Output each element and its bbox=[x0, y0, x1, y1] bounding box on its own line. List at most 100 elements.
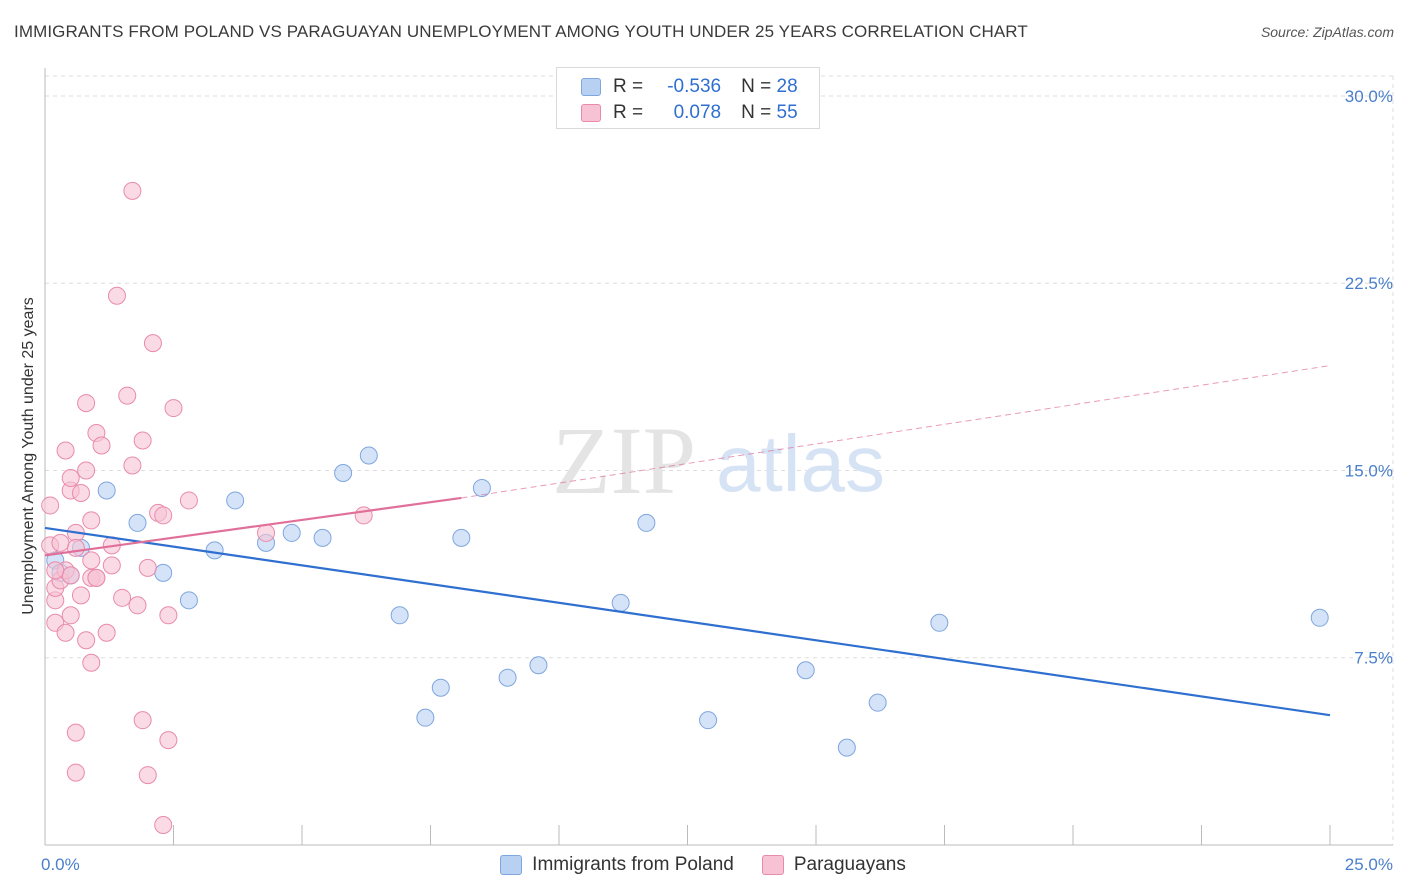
point-poland bbox=[529, 656, 548, 675]
legend-row-paraguayans: R = 0.078 N = 55 bbox=[581, 100, 798, 126]
point-paraguayans bbox=[179, 491, 198, 510]
point-paraguayans bbox=[56, 441, 75, 460]
legend-n-label: N = bbox=[741, 76, 772, 97]
point-paraguayans bbox=[154, 506, 173, 525]
point-poland bbox=[498, 668, 517, 687]
point-poland bbox=[868, 693, 887, 712]
point-paraguayans bbox=[61, 606, 80, 625]
point-poland bbox=[431, 678, 450, 697]
point-poland bbox=[637, 513, 656, 532]
point-paraguayans bbox=[102, 556, 121, 575]
point-poland bbox=[313, 528, 332, 547]
point-paraguayans bbox=[66, 538, 85, 557]
chart-title: IMMIGRANTS FROM POLAND VS PARAGUAYAN UNE… bbox=[14, 22, 1028, 41]
legend-r-value: 0.078 bbox=[673, 102, 722, 123]
point-poland bbox=[282, 523, 301, 542]
point-poland bbox=[97, 481, 116, 500]
point-poland bbox=[128, 513, 147, 532]
point-poland bbox=[154, 563, 173, 582]
point-poland bbox=[699, 711, 718, 730]
point-paraguayans bbox=[133, 711, 152, 730]
point-paraguayans bbox=[159, 606, 178, 625]
legend-item-paraguayans[interactable]: Paraguayans bbox=[761, 854, 906, 876]
point-paraguayans bbox=[257, 523, 276, 542]
point-paraguayans bbox=[56, 623, 75, 642]
point-paraguayans bbox=[66, 723, 85, 742]
point-paraguayans bbox=[77, 394, 96, 413]
point-paraguayans bbox=[92, 436, 111, 455]
point-paraguayans bbox=[46, 561, 65, 580]
point-paraguayans bbox=[354, 506, 373, 525]
point-poland bbox=[205, 541, 224, 560]
point-poland bbox=[390, 606, 409, 625]
tick-labels: 7.5% 15.0% 22.5% 30.0% 0.0% 25.0% bbox=[41, 87, 1393, 874]
x-tick-label-min: 0.0% bbox=[41, 855, 80, 874]
point-paraguayans bbox=[159, 731, 178, 750]
axes bbox=[44, 68, 1393, 846]
point-poland bbox=[452, 528, 471, 547]
point-poland bbox=[472, 478, 491, 497]
point-paraguayans bbox=[164, 399, 183, 418]
y-axis-title: Unemployment Among Youth under 25 years bbox=[20, 297, 37, 615]
point-paraguayans bbox=[82, 551, 101, 570]
watermark: ZIP atlas bbox=[552, 407, 885, 514]
legend-swatch-pink bbox=[761, 855, 784, 875]
point-poland bbox=[226, 491, 245, 510]
point-poland bbox=[334, 463, 353, 482]
x-tick-label-max: 25.0% bbox=[1345, 855, 1393, 874]
point-paraguayans bbox=[123, 181, 142, 200]
legend-swatch-pink bbox=[581, 104, 601, 122]
point-paraguayans bbox=[61, 468, 80, 487]
point-paraguayans bbox=[138, 558, 157, 577]
legend-swatch-blue bbox=[500, 855, 523, 875]
point-paraguayans bbox=[97, 623, 116, 642]
legend-r-label: R = bbox=[613, 76, 644, 97]
point-paraguayans bbox=[66, 763, 85, 782]
point-poland bbox=[179, 591, 198, 610]
point-paraguayans bbox=[113, 588, 132, 607]
point-paraguayans bbox=[128, 596, 147, 615]
trend-extension-paraguayans bbox=[461, 365, 1331, 499]
legend-label-paraguayans: Paraguayans bbox=[793, 854, 906, 875]
point-poland bbox=[359, 446, 378, 465]
point-paraguayans bbox=[82, 653, 101, 672]
source-label: Source: ZipAtlas.com bbox=[1260, 24, 1394, 40]
point-paraguayans bbox=[123, 456, 142, 475]
point-paraguayans bbox=[107, 286, 126, 305]
point-paraguayans bbox=[77, 631, 96, 650]
data-points bbox=[41, 181, 1329, 835]
point-paraguayans bbox=[133, 431, 152, 450]
trend-lines bbox=[44, 365, 1331, 717]
grid-lines bbox=[45, 75, 1394, 845]
y-tick-label: 30.0% bbox=[1345, 87, 1393, 106]
point-paraguayans bbox=[51, 533, 70, 552]
y-tick-label: 15.0% bbox=[1345, 461, 1393, 480]
watermark-atlas: atlas bbox=[716, 419, 885, 508]
legend-item-poland[interactable]: Immigrants from Poland bbox=[500, 854, 734, 876]
legend-label-poland: Immigrants from Poland bbox=[532, 854, 734, 875]
series-legend: Immigrants from Poland Paraguayans bbox=[0, 851, 1406, 879]
legend-n-label: N = bbox=[741, 102, 772, 123]
trend-line-poland bbox=[44, 526, 1331, 717]
point-paraguayans bbox=[71, 483, 90, 502]
point-poland bbox=[930, 613, 949, 632]
stats-legend: R = -0.536 N = 28 R = 0.078 N = 55 bbox=[556, 67, 820, 129]
point-paraguayans bbox=[82, 511, 101, 530]
point-paraguayans bbox=[77, 461, 96, 480]
legend-swatch-blue bbox=[581, 78, 601, 96]
legend-r-label: R = bbox=[613, 102, 644, 123]
point-paraguayans bbox=[61, 566, 80, 585]
legend-r-value: -0.536 bbox=[667, 76, 722, 97]
point-paraguayans bbox=[138, 766, 157, 785]
point-poland bbox=[837, 738, 856, 757]
point-poland bbox=[611, 593, 630, 612]
trend-line-paraguayans bbox=[44, 496, 462, 557]
legend-n-value: 28 bbox=[776, 76, 798, 97]
point-poland bbox=[1310, 608, 1329, 627]
point-poland bbox=[416, 708, 435, 727]
y-tick-label: 7.5% bbox=[1354, 649, 1393, 668]
point-paraguayans bbox=[154, 816, 173, 835]
legend-n-value: 55 bbox=[776, 102, 798, 123]
watermark-zip: ZIP bbox=[552, 407, 696, 514]
